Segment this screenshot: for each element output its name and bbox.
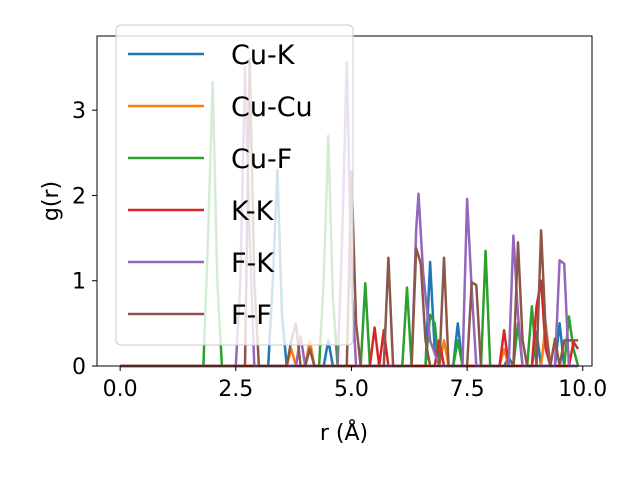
series-line-cu-cu [120,322,579,368]
x-tick-label: 0.0 [103,377,138,402]
legend-label-k-k: K-K [231,196,275,227]
legend-box [115,24,354,346]
x-tick-label: 10.0 [558,377,607,402]
legend: Cu-K Cu-Cu Cu-F K-K F-K F-F [115,24,354,346]
legend-label-cu-k: Cu-K [231,40,296,71]
y-axis: 0 1 2 3 [72,99,97,380]
legend-label-cu-f: Cu-F [231,144,292,175]
legend-label-f-k: F-K [231,248,275,279]
y-axis-label: g(r) [39,181,64,221]
x-tick-label: 2.5 [218,377,253,402]
legend-label-f-f: F-F [231,300,272,331]
legend-label-cu-cu: Cu-Cu [231,92,313,123]
y-tick-label: 1 [72,270,86,295]
x-tick-label: 7.5 [450,377,485,402]
x-axis: 0.0 2.5 5.0 7.5 10.0 [103,366,607,402]
y-tick-label: 2 [72,184,86,209]
y-tick-label: 0 [72,355,86,380]
x-tick-label: 5.0 [334,377,369,402]
x-axis-label: r (Å) [320,419,368,446]
y-tick-label: 3 [72,99,86,124]
